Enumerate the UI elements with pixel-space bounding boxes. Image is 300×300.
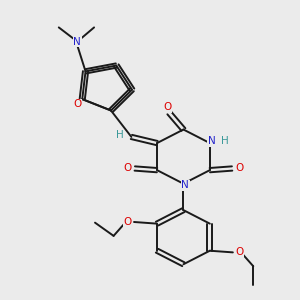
Text: O: O (124, 217, 132, 227)
Text: N: N (74, 37, 81, 46)
Text: O: O (163, 102, 172, 112)
Text: O: O (236, 164, 244, 173)
Text: O: O (123, 164, 131, 173)
Text: H: H (116, 130, 123, 140)
Text: O: O (73, 99, 82, 109)
Text: N: N (182, 180, 189, 190)
Text: N: N (208, 136, 216, 146)
Text: O: O (235, 248, 243, 257)
Text: H: H (221, 136, 229, 146)
